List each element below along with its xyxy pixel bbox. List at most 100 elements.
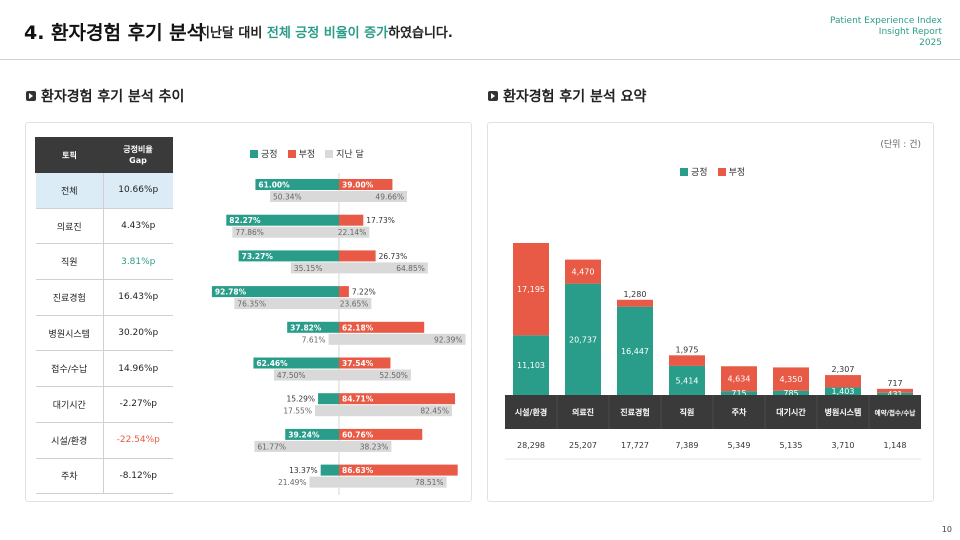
table-row: 전체 10.66%p xyxy=(35,172,173,209)
bar-positive xyxy=(877,392,913,395)
left-section-title: 환자경험 후기 분석 추이 xyxy=(26,86,184,106)
label-positive: 11,103 xyxy=(517,361,545,370)
table-row: 의료진 4.43%p xyxy=(35,208,173,245)
total-label: 28,298 xyxy=(517,441,545,450)
bar-previous-positive xyxy=(270,191,339,202)
right-section-title: 환자경험 후기 분석 요약 xyxy=(488,86,646,106)
page-subtitle: 지난달 대비 전체 긍정 비율이 증가하였습니다. xyxy=(198,22,453,41)
label-negative: 4,350 xyxy=(780,375,803,384)
subtitle-highlight: 전체 긍정 비율이 증가 xyxy=(266,26,389,41)
category-label: 예약/접수/수납 xyxy=(875,408,916,417)
bar-previous-negative xyxy=(339,405,452,417)
bar-positive xyxy=(825,387,861,395)
label-negative: 37.54% xyxy=(342,359,374,368)
label-positive: 20,737 xyxy=(569,335,597,344)
label-positive: 715 xyxy=(731,389,746,398)
label-negative: 4,470 xyxy=(572,268,595,277)
bar-negative xyxy=(339,250,376,262)
topic-name: 시설/환경 xyxy=(35,422,104,459)
legend-negative: 부정 xyxy=(717,165,745,178)
bar-negative xyxy=(617,299,653,307)
table-row: 진료경험 16.43%p xyxy=(35,279,173,316)
bar-positive xyxy=(513,335,549,395)
label-previous-negative: 38.23% xyxy=(360,442,389,451)
topic-name: 의료진 xyxy=(35,208,104,245)
legend-previous-label: 지난 달 xyxy=(336,150,364,160)
label-negative: 86.63% xyxy=(342,466,374,475)
legend-swatch-negative xyxy=(287,149,296,158)
label-previous-positive: 21.49% xyxy=(278,478,307,487)
bar-positive xyxy=(773,390,809,395)
page-number: 10 xyxy=(941,525,952,534)
label-negative: 717 xyxy=(887,379,902,388)
bar-negative xyxy=(721,366,757,392)
label-previous-positive: 47.50% xyxy=(277,371,306,380)
summary-panel: (단위 : 건) 긍정 부정 11,103 17,195 20,737 4,470 16… xyxy=(487,122,934,502)
label-positive: 73.27% xyxy=(242,252,274,261)
topic-gap: 30.20%p xyxy=(103,315,173,352)
label-previous-positive: 35.15% xyxy=(294,264,323,273)
label-negative: 1,280 xyxy=(624,290,647,299)
label-negative: 7.22% xyxy=(352,288,376,297)
label-positive: 5,414 xyxy=(676,376,699,385)
category-label: 진료경험 xyxy=(620,407,649,417)
label-previous-negative: 49.66% xyxy=(375,193,404,202)
brand-line-3: 2025 xyxy=(919,38,942,48)
label-previous-positive: 17.55% xyxy=(283,407,312,416)
label-previous-positive: 76.35% xyxy=(237,300,266,309)
subtitle-pre: 지난달 대비 xyxy=(198,26,267,41)
label-positive: 92.78% xyxy=(215,288,247,297)
topic-name: 주차 xyxy=(35,458,104,495)
total-label: 7,389 xyxy=(676,441,699,450)
label-previous-negative: 22.14% xyxy=(338,228,367,237)
bar-negative xyxy=(825,375,861,388)
right-section-title-text: 환자경험 후기 분석 요약 xyxy=(503,89,647,105)
category-label: 대기시간 xyxy=(776,407,806,417)
bar-negative xyxy=(513,243,549,336)
topic-table: 토픽 긍정비율 Gap 전체 10.66%p 의료진 4.43%p 직원 3.81%p 진료경… xyxy=(35,137,173,495)
header: 4. 환자경험 후기 분석 지난달 대비 전체 긍정 비율이 증가하였습니다. … xyxy=(0,0,960,60)
bar-positive xyxy=(255,179,339,190)
label-negative: 26.73% xyxy=(379,252,408,261)
bar-positive xyxy=(320,464,339,476)
legend-swatch-previous xyxy=(325,149,334,158)
topic-gap: -22.54%p xyxy=(103,422,173,459)
topic-header: 토픽 xyxy=(35,137,104,173)
label-previous-positive: 7.61% xyxy=(302,335,326,344)
topic-name: 전체 xyxy=(35,172,104,209)
label-previous-negative: 52.50% xyxy=(379,371,408,380)
bar-previous-positive xyxy=(234,298,339,310)
legend-positive-label: 긍정 xyxy=(261,150,278,160)
trend-panel: 토픽 긍정비율 Gap 전체 10.66%p 의료진 4.43%p 직원 3.81%p 진료경… xyxy=(25,122,472,502)
bar-negative xyxy=(339,286,349,298)
trend-legend: 긍정 부정 지난 달 xyxy=(250,147,364,160)
total-label: 3,710 xyxy=(832,441,855,450)
label-positive: 431 xyxy=(887,390,902,399)
bar-previous-negative xyxy=(339,369,411,381)
bar-positive xyxy=(287,321,339,333)
total-label: 5,135 xyxy=(780,441,803,450)
topic-gap: 14.96%p xyxy=(103,350,173,388)
bar-negative xyxy=(339,393,456,405)
page-title: 4. 환자경험 후기 분석 xyxy=(24,22,205,44)
legend-negative-label: 부정 xyxy=(298,150,316,160)
label-previous-negative: 64.85% xyxy=(396,264,425,273)
topic-gap: 3.81%p xyxy=(103,243,173,281)
bar-previous-negative xyxy=(339,226,370,238)
left-section-title-text: 환자경험 후기 분석 추이 xyxy=(41,89,185,105)
legend-positive-label: 긍정 xyxy=(691,168,708,178)
bar-negative xyxy=(339,428,423,440)
label-previous-positive: 61.77% xyxy=(257,442,286,451)
bar-positive xyxy=(211,286,339,298)
bar-previous-negative xyxy=(339,333,466,345)
label-positive: 785 xyxy=(783,389,798,398)
label-positive: 39.24% xyxy=(288,430,320,439)
table-row: 대기시간 -2.27%p xyxy=(35,386,173,423)
label-previous-negative: 92.39% xyxy=(434,335,463,344)
label-positive: 1,403 xyxy=(832,387,855,396)
topic-name: 직원 xyxy=(35,243,104,281)
label-negative: 62.18% xyxy=(342,323,374,332)
label-negative: 17,195 xyxy=(517,285,545,294)
bar-negative xyxy=(877,388,913,393)
legend-swatch-negative xyxy=(717,167,726,176)
